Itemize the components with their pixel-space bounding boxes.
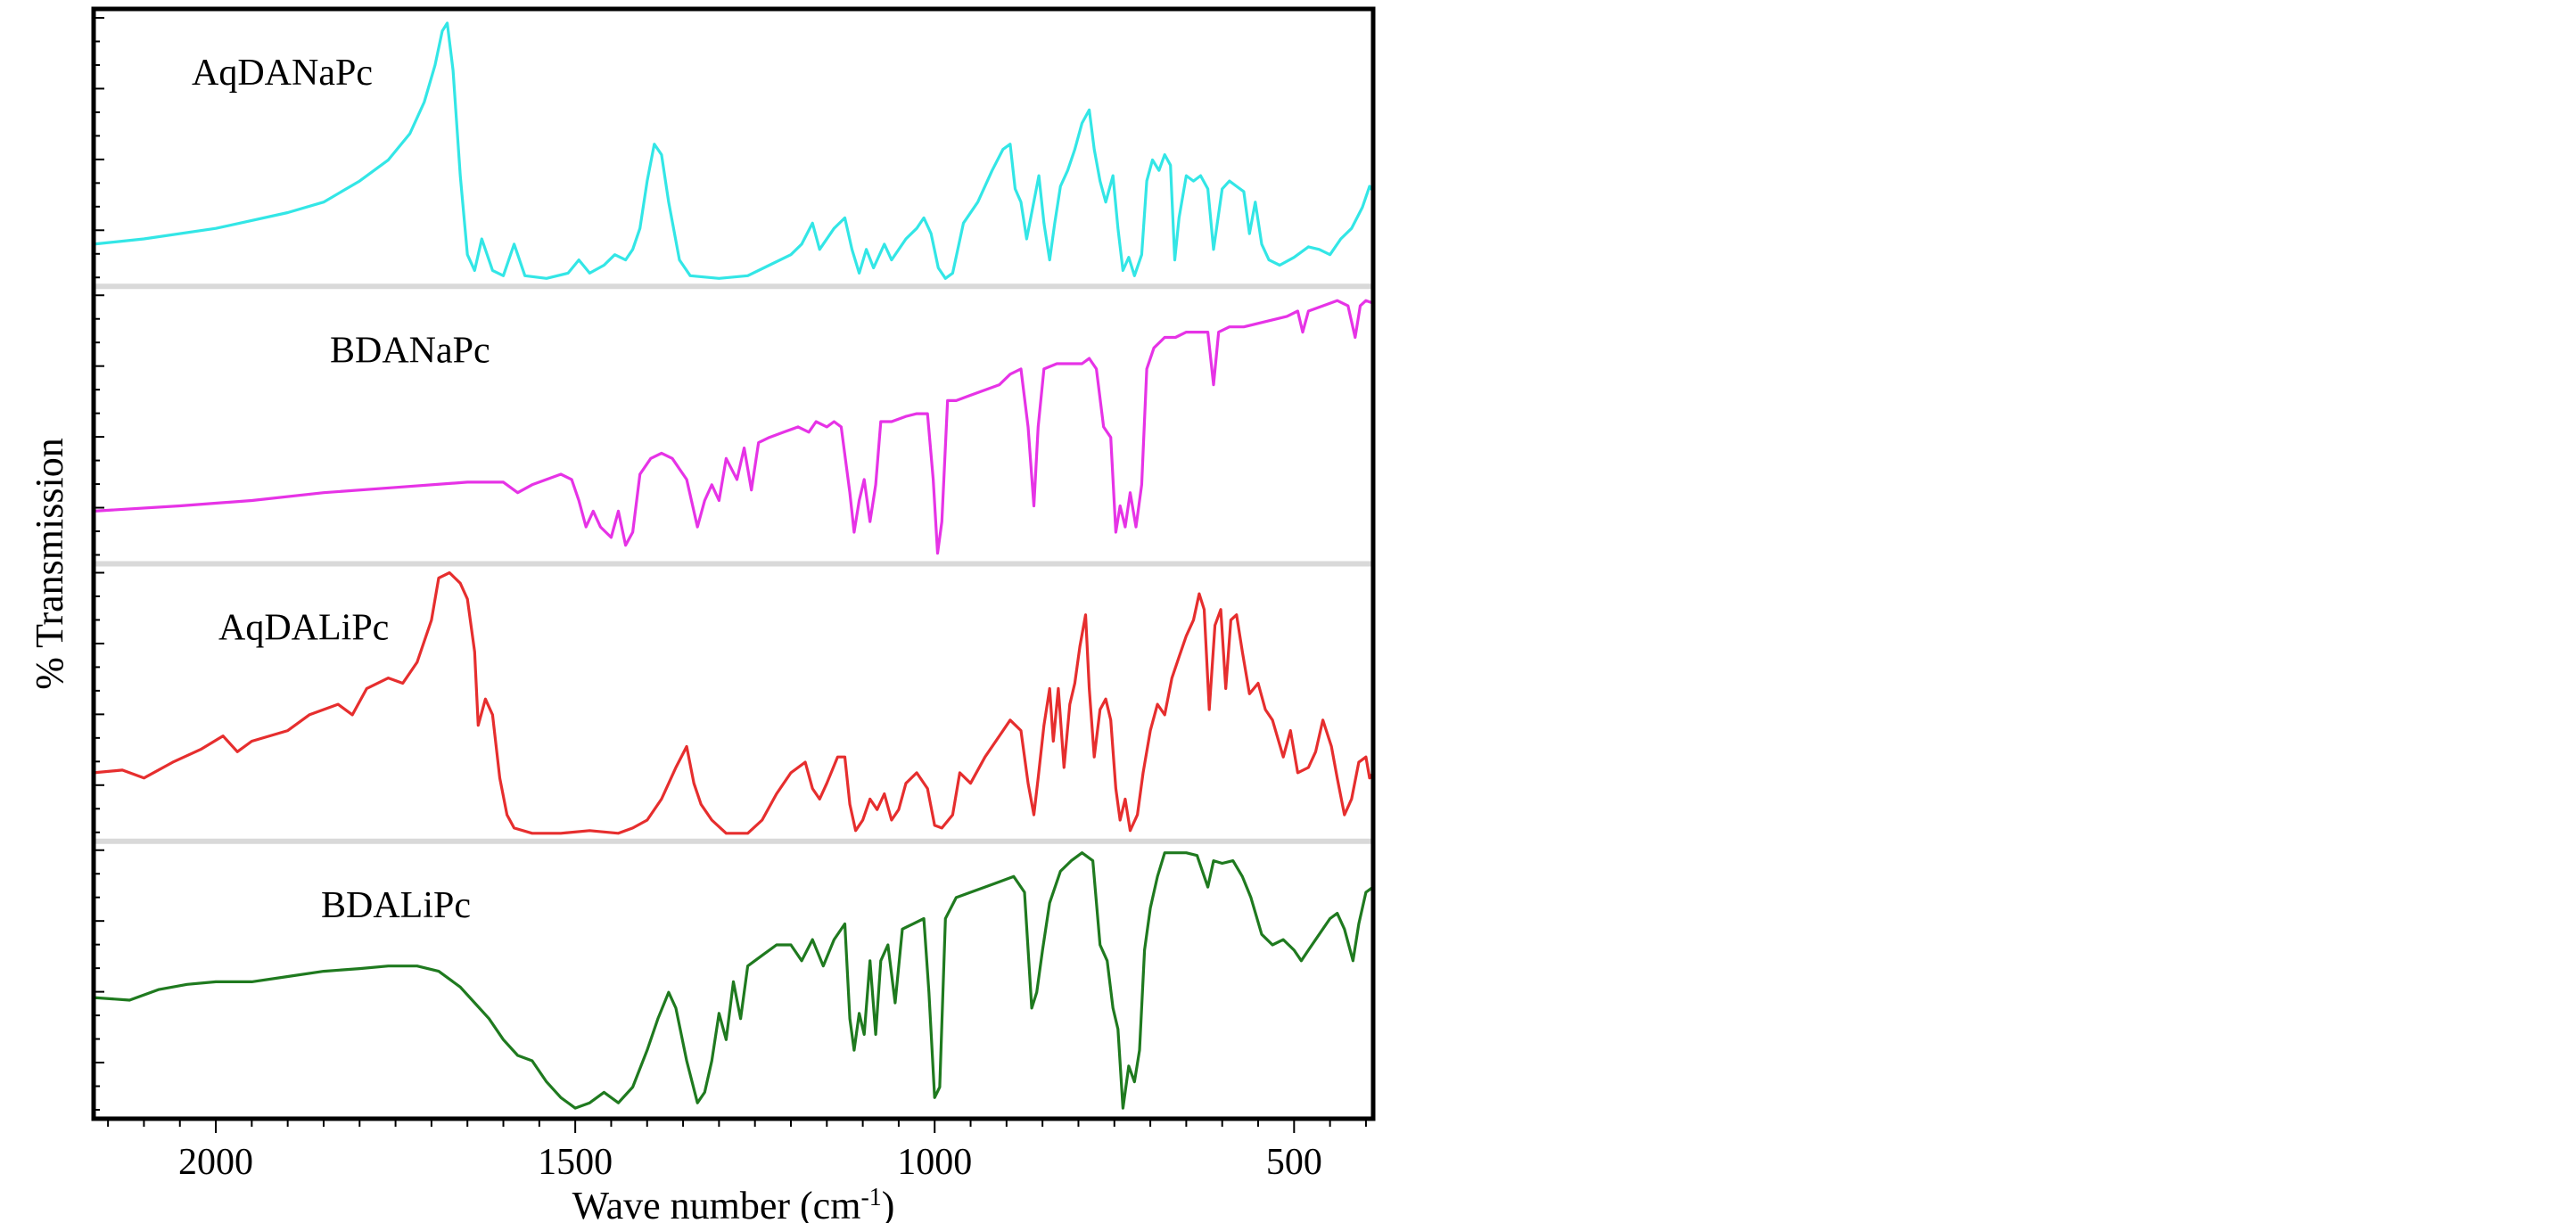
x-axis-label: Wave number (cm-1) (572, 1184, 895, 1223)
y-axis-label: % Transmission (28, 438, 71, 689)
series-line-BDALiPc (93, 851, 1374, 1110)
x-axis: 2000 1500 1000 500 (107, 1119, 1367, 1183)
panels (94, 283, 1373, 844)
series-line-AqDANaPc (93, 21, 1375, 280)
x-axis-label-suffix: ) (882, 1184, 895, 1223)
series-layer (93, 21, 1375, 1110)
x-axis-label-main: Wave number (cm (572, 1184, 861, 1223)
x-tick-label: 500 (1266, 1142, 1322, 1183)
series-label-AqDANaPc: AqDANaPc (192, 53, 373, 94)
series-line-AqDALiPc (93, 570, 1375, 835)
x-tick-label: 1500 (538, 1142, 613, 1183)
series-line-BDANaPc (93, 299, 1374, 555)
x-axis-label-superscript: -1 (860, 1184, 881, 1211)
series-label-AqDALiPc: AqDALiPc (218, 608, 389, 649)
x-tick-label: 1000 (897, 1142, 972, 1183)
x-tick-label: 2000 (178, 1142, 253, 1183)
series-labels: AqDANaPc BDANaPc AqDALiPc BDALiPc (192, 53, 490, 926)
series-label-BDALiPc: BDALiPc (321, 885, 471, 926)
plot-frame (91, 6, 1376, 1121)
series-label-BDANaPc: BDANaPc (330, 330, 490, 371)
